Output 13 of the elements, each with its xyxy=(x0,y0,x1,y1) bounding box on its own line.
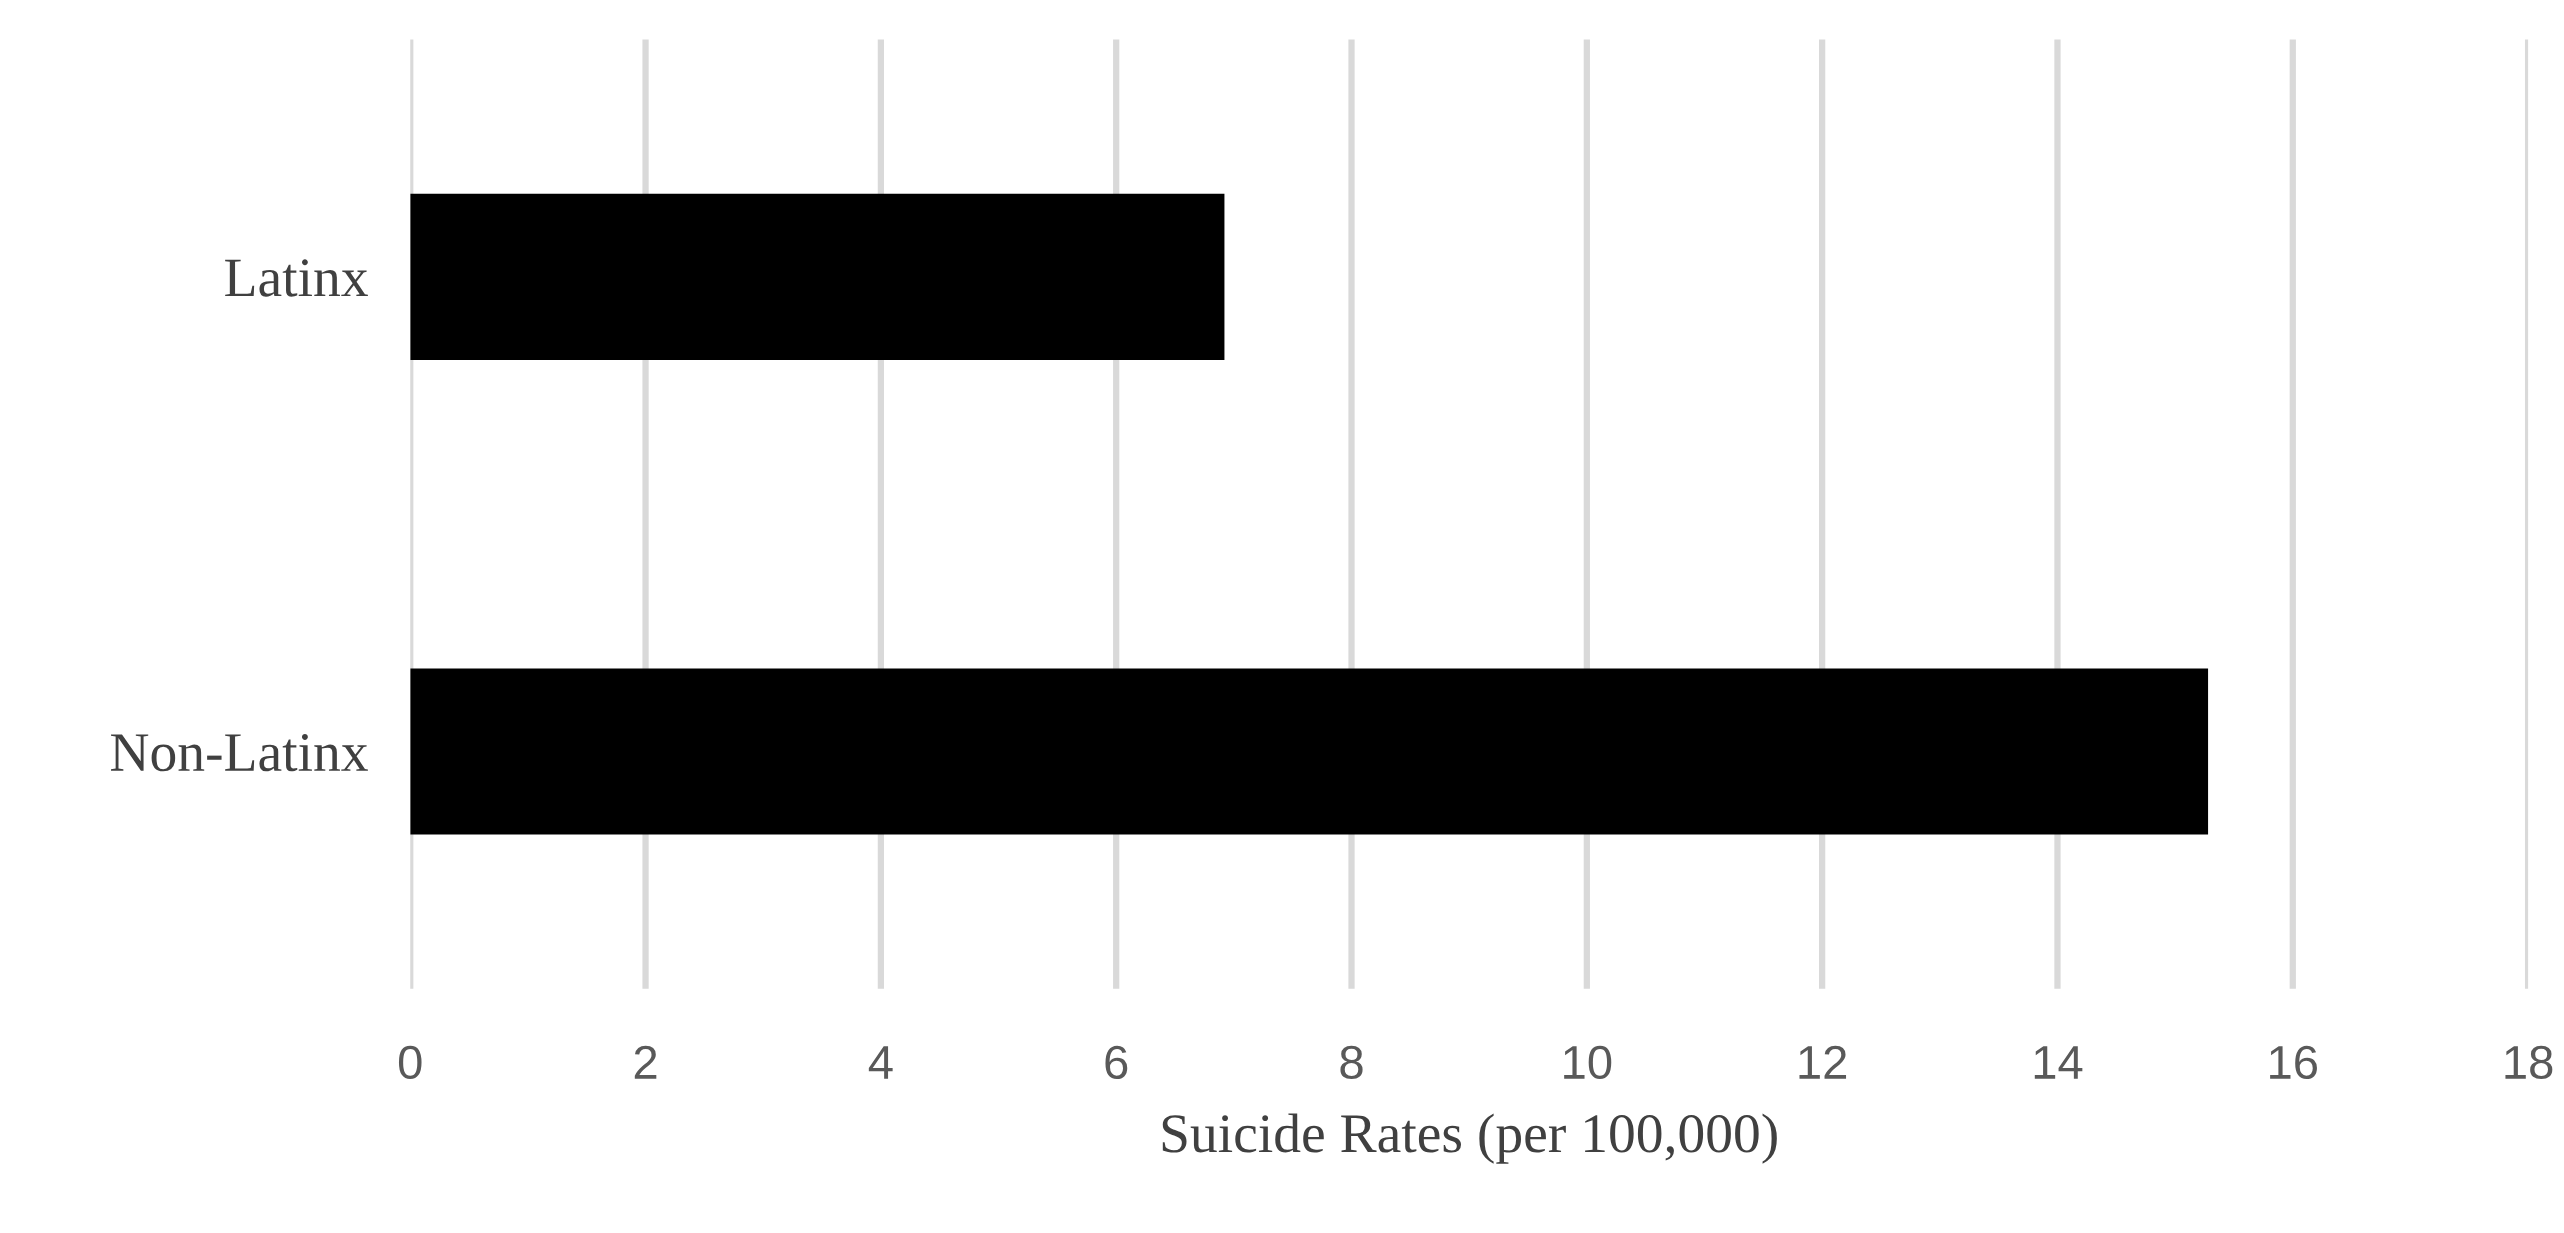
x-tick-label: 2 xyxy=(634,1045,657,1079)
x-tick-label: 16 xyxy=(2270,1045,2317,1080)
x-axis-title: Suicide Rates (per 100,000) xyxy=(1162,1113,1777,1164)
x-tick-label: 12 xyxy=(1799,1045,1847,1079)
x-tick-label: 4 xyxy=(868,1046,893,1079)
x-tick-label: 8 xyxy=(1340,1045,1363,1080)
x-tick-label: 10 xyxy=(1564,1045,1612,1080)
x-tick-label: 14 xyxy=(2034,1046,2083,1079)
x-tick-label: 0 xyxy=(398,1045,422,1080)
x-tick-label: 18 xyxy=(2505,1045,2553,1080)
x-tick-label: 6 xyxy=(1105,1045,1128,1080)
y-tick-label: Non-Latinx xyxy=(110,734,368,772)
y-tick-label: Latinx xyxy=(225,259,368,297)
